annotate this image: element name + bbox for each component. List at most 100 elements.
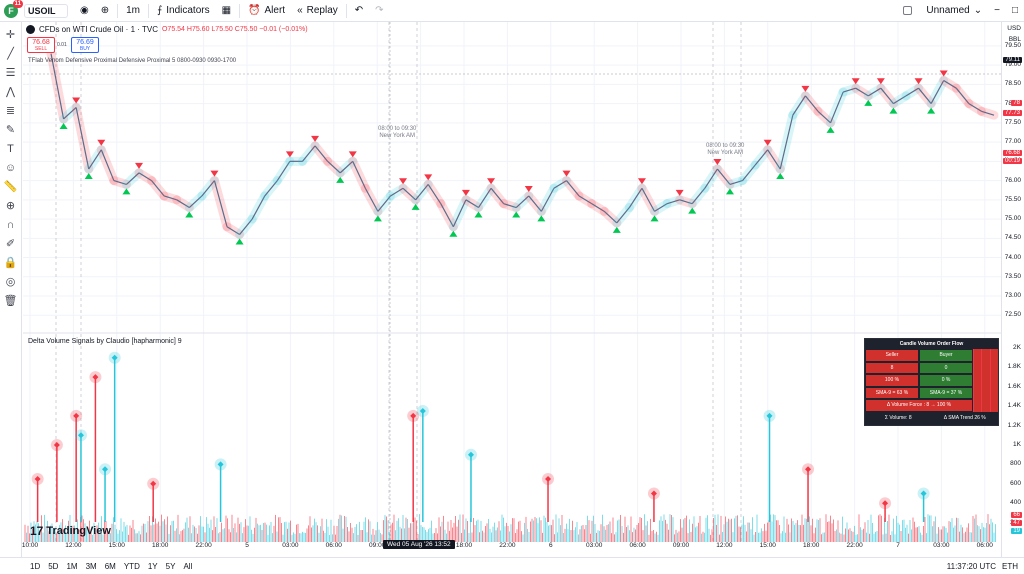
buy-signal-marker <box>411 203 420 210</box>
indicators-button[interactable]: ⨍ Indicators <box>157 5 210 16</box>
price-segment <box>616 207 630 224</box>
brush-icon[interactable]: ✎ <box>5 124 16 136</box>
volume-tick: 600 <box>1010 479 1021 487</box>
price-segment <box>50 53 65 120</box>
magnet-icon[interactable]: ∩ <box>6 218 15 231</box>
trash-icon[interactable]: 🗑 <box>3 295 18 307</box>
time-tick: 5 <box>245 542 249 549</box>
price-segment <box>440 203 454 228</box>
range-button-1d[interactable]: 1D <box>30 561 41 571</box>
sell-signal-marker <box>914 78 923 85</box>
range-button-5d[interactable]: 5D <box>48 561 59 571</box>
indicator-price-tag: 78 <box>1011 99 1022 106</box>
time-tick: 18:00 <box>803 542 820 549</box>
price-tick: 74.50 <box>1004 234 1021 242</box>
eye-icon[interactable]: ◉ <box>80 5 89 16</box>
lock-icon[interactable]: 🔒 <box>3 257 18 269</box>
price-segment <box>100 149 115 181</box>
fib-icon[interactable]: ≣ <box>5 105 16 117</box>
user-avatar[interactable]: F 11 <box>4 0 23 18</box>
crosshair-icon[interactable]: ✛ <box>5 29 16 41</box>
sell-button[interactable]: 76.68 SELL <box>27 37 55 53</box>
trend-line-icon[interactable]: ╱ <box>7 48 14 60</box>
chart-grid <box>23 22 1001 542</box>
buy-signal-marker <box>537 215 546 222</box>
price-segment <box>893 95 907 105</box>
symbol-search[interactable]: USOIL <box>24 3 68 18</box>
price-tick: 76.00 <box>1004 176 1021 184</box>
range-button-6m[interactable]: 6M <box>104 561 116 571</box>
buy-signal-marker <box>688 207 697 214</box>
sell-signal-marker <box>210 170 219 177</box>
buy-signal-marker <box>864 99 873 106</box>
price-segment <box>201 180 215 197</box>
undo-icon[interactable]: ↶ <box>354 5 364 16</box>
price-segment <box>490 187 505 205</box>
replay-button[interactable]: «Replay <box>297 5 338 16</box>
chart-canvas[interactable] <box>23 22 1001 557</box>
indicator2-legend[interactable]: Delta Volume Signals by Claudio [hapharm… <box>28 338 182 345</box>
ruler-icon[interactable]: 📏 <box>3 181 18 193</box>
text-icon[interactable]: T <box>7 142 14 155</box>
emoji-icon[interactable]: ☺ <box>4 161 17 174</box>
price-segment <box>251 195 266 220</box>
price-segment <box>867 87 882 97</box>
close-icon[interactable]: □ <box>1011 5 1018 16</box>
range-button-5y[interactable]: 5Y <box>165 561 176 571</box>
time-tick: 18:00 <box>152 542 169 549</box>
volume-spike-diamond <box>102 466 109 473</box>
minimize-icon[interactable]: − <box>994 5 1000 16</box>
pencil-lock-icon[interactable]: ✐ <box>5 238 16 250</box>
redo-icon[interactable]: ↷ <box>375 5 384 16</box>
interval-button[interactable]: 1m <box>126 5 141 16</box>
cv-cell: Seller <box>865 349 919 362</box>
volume-spike-diamond <box>805 466 812 473</box>
price-segment <box>729 180 743 185</box>
range-button-ytd[interactable]: YTD <box>123 561 140 571</box>
zoom-icon[interactable]: ⊕ <box>5 200 16 212</box>
pattern-icon[interactable]: ⋀ <box>5 86 16 98</box>
cv-volume: Σ Volume: 8 <box>865 411 932 425</box>
price-segment <box>666 199 680 205</box>
time-tick: 18:00 <box>455 542 473 549</box>
price-segment <box>377 195 391 212</box>
range-button-all[interactable]: All <box>183 561 193 571</box>
time-tick: 10:00 <box>21 542 39 549</box>
add-symbol-button[interactable]: ⊕ <box>100 5 110 16</box>
volume-spike-diamond <box>217 461 224 468</box>
horizontal-lines-icon[interactable]: ☰ <box>5 67 16 79</box>
sell-signal-marker <box>72 97 81 104</box>
volume-tick: 2K <box>1013 344 1021 351</box>
range-button-1y[interactable]: 1Y <box>147 561 158 571</box>
sell-signal-marker <box>851 78 860 85</box>
sell-signal-marker <box>285 151 294 158</box>
range-button-3m[interactable]: 3M <box>85 561 97 571</box>
price-segment <box>264 180 278 197</box>
price-segment <box>163 195 177 201</box>
price-segment <box>679 199 693 205</box>
buy-signal-marker <box>235 238 244 245</box>
sell-signal-marker <box>348 151 357 158</box>
buy-signal-marker <box>373 215 382 222</box>
cv-cell: 100 % <box>865 374 919 387</box>
alert-button[interactable]: ⏰ Alert <box>248 5 286 16</box>
buy-button[interactable]: 76.69 BUY <box>71 37 99 53</box>
price-segment <box>452 199 467 228</box>
layout-grid-icon[interactable]: ▦ <box>221 5 232 16</box>
symbol-logo-icon <box>26 25 35 34</box>
countdown-tag: 00:19 <box>1002 158 1022 165</box>
utc-clock[interactable]: 11:37:20 UTC <box>946 561 996 571</box>
sell-signal-marker <box>801 85 810 92</box>
volume-spike-diamond <box>545 475 552 482</box>
cv-cell: 0 % <box>919 374 973 387</box>
layout-name[interactable]: Unnamed ⌄ <box>897 0 988 22</box>
range-button-1m[interactable]: 1M <box>66 561 78 571</box>
price-segment <box>427 184 442 204</box>
session-toggle[interactable]: ETH <box>1002 561 1018 571</box>
volume-spike-diamond <box>410 412 417 419</box>
indicator1-legend[interactable]: TFlab Venom Defensive Proximal Defensive… <box>28 58 237 64</box>
eye-icon[interactable]: ◎ <box>5 276 16 288</box>
sell-signal-marker <box>637 178 646 185</box>
price-axis[interactable]: USD BBL 79.5079.0078.5078.0077.5077.0076… <box>1001 22 1024 558</box>
session-label-2: 08:00 to 09:30 New York AM <box>706 143 745 156</box>
